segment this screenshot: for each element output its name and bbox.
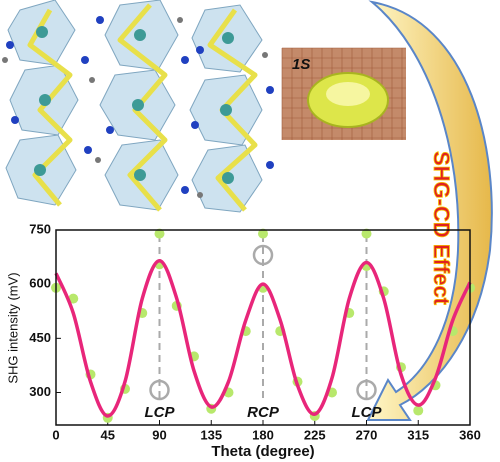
x-axis-label: Theta (degree) [211,443,314,460]
x-tick-label: 270 [356,427,378,442]
y-axis-label: SHG intensity (mV) [5,272,20,383]
fit-line [54,258,472,418]
x-tick-label: 315 [407,427,429,442]
side-label: SHG-CD Effect [429,151,454,306]
annotation-label: LCP [352,404,383,421]
photo-label: 1S [292,56,310,73]
curved-arrow [366,0,493,421]
plot-frame [55,229,471,426]
data-point [361,228,372,239]
y-tick-label: 750 [29,221,51,236]
x-tick-label: 0 [52,427,59,442]
data-point [258,228,268,239]
x-tick-label: 45 [101,427,115,442]
x-tick-label: 90 [152,427,166,442]
crystal-photo: 1S [281,47,406,140]
x-tick-label: 225 [304,427,326,442]
x-tick-label: 135 [200,427,222,442]
y-tick-label: 300 [29,384,51,399]
data-point [154,228,165,239]
annotation-label: RCP [247,404,280,421]
y-tick-label: 600 [29,276,51,291]
rotation-icon [149,379,170,401]
rotation-icon [356,379,377,401]
annotation-label: LCP [145,404,176,421]
rotation-icon [252,244,274,266]
data-point [413,405,424,416]
crystal-structure [2,0,274,213]
plot: 0 45 90 135 180 225 270 315 360 300 450 600 750 LCP RC… [29,221,481,442]
x-tick-label: 360 [459,427,481,442]
y-tick-label: 450 [29,330,51,345]
x-tick-label: 180 [252,427,274,442]
